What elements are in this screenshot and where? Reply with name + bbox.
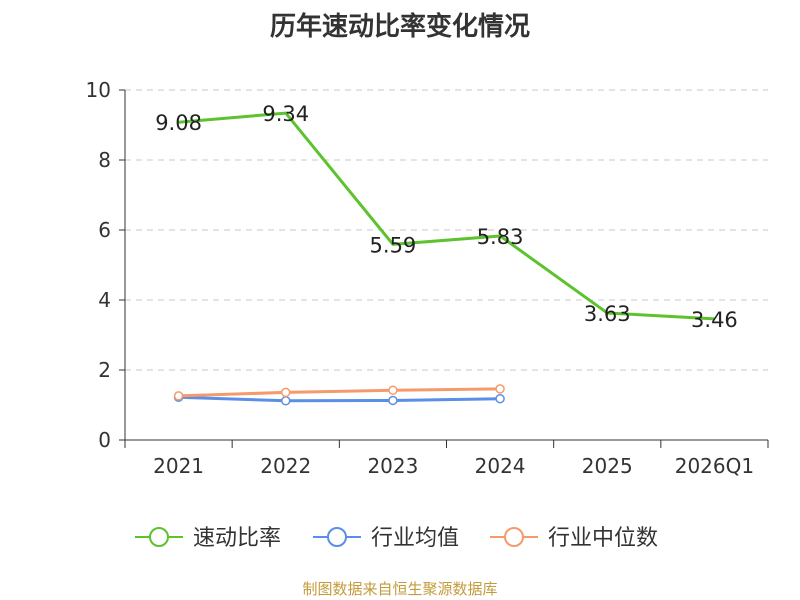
series-line-2 <box>178 387 501 398</box>
series-layer <box>173 111 715 406</box>
series-line-0 <box>178 111 715 321</box>
legend-marker <box>327 527 347 547</box>
x-tick-label: 2025 <box>582 454 633 478</box>
grid-lines <box>125 89 768 371</box>
x-tick-label: 2022 <box>260 454 311 478</box>
legend-label: 速动比率 <box>193 526 281 551</box>
data-point <box>495 393 505 404</box>
data-point <box>388 385 398 396</box>
x-tick-label: 2021 <box>153 454 204 478</box>
x-tick-label: 2023 <box>367 454 418 478</box>
legend: 速动比率 行业均值 行业中位数 <box>135 526 658 551</box>
legend-marker <box>504 527 524 547</box>
y-tick-label: 8 <box>98 148 111 172</box>
legend-marker <box>149 527 169 547</box>
data-label: 9.08 <box>155 111 202 135</box>
data-point <box>495 384 505 394</box>
source-note: 制图数据来自恒生聚源数据库 <box>302 580 498 598</box>
data-point <box>281 387 291 398</box>
y-tick-label: 0 <box>98 428 111 452</box>
x-tick-label: 2026Q1 <box>675 454 754 478</box>
data-label: 9.34 <box>262 102 309 126</box>
y-tick-label: 10 <box>86 78 111 102</box>
data-label: 3.46 <box>691 308 738 332</box>
data-point <box>173 391 184 401</box>
y-tick-label: 6 <box>98 218 111 242</box>
data-label: 3.63 <box>584 302 631 326</box>
y-tick-label: 4 <box>98 288 111 312</box>
data-point <box>388 395 398 406</box>
data-labels: 9.08 9.34 5.59 5.83 3.63 3.46 <box>155 102 738 332</box>
series-line-1 <box>178 395 501 403</box>
legend-label: 行业中位数 <box>548 526 658 551</box>
y-tick-label: 2 <box>98 358 111 382</box>
chart-title: 历年速动比率变化情况 <box>269 12 530 42</box>
legend-label: 行业均值 <box>371 526 459 551</box>
axes: 0 2 4 6 8 10 2021 2022 2023 2024 2025 2026Q1 <box>86 78 769 478</box>
data-point <box>281 396 291 406</box>
data-label: 5.59 <box>370 233 417 257</box>
x-tick-label: 2024 <box>475 454 526 478</box>
data-label: 5.83 <box>477 225 524 249</box>
